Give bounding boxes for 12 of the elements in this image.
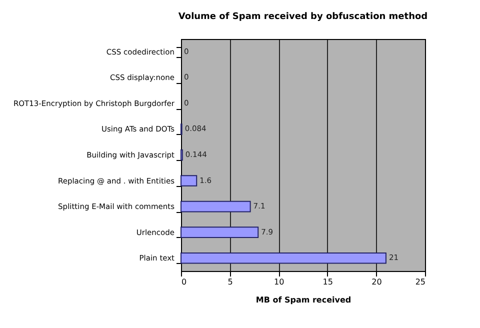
x-tick-label: 5 — [228, 278, 233, 286]
bar — [180, 200, 251, 212]
x-tick-label: 20 — [372, 278, 382, 286]
bar — [180, 226, 259, 238]
x-tick-label: 10 — [274, 278, 284, 286]
bar — [180, 175, 198, 186]
x-tick-label: 15 — [322, 278, 333, 286]
bar — [180, 252, 386, 264]
x-tick-label: 0 — [182, 278, 187, 286]
chart-title: Volume of Spam received by obfuscation method — [178, 12, 428, 22]
x-tick-label: 25 — [415, 278, 426, 286]
x-axis-title: MB of Spam received — [256, 296, 352, 304]
